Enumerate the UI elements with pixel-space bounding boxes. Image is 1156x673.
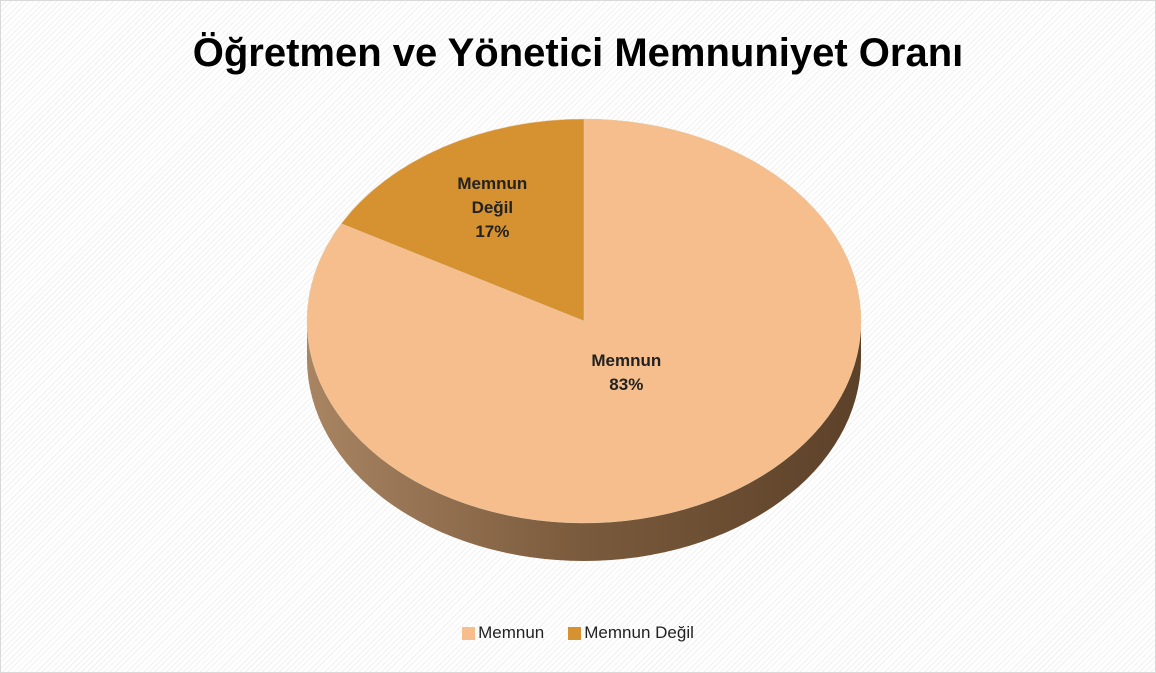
pie-slice — [340, 118, 585, 322]
data-label-category: Memnun — [591, 351, 662, 371]
chart-title: Öğretmen ve Yönetici Memnuniyet Oranı — [192, 31, 964, 75]
data-label-value: 83% — [609, 375, 644, 395]
pie-side — [307, 321, 861, 561]
data-label: Memnun 83% — [571, 349, 681, 397]
legend-label: Memnun — [478, 623, 545, 642]
legend-swatch — [568, 626, 582, 640]
data-label-category: Memnun Değil — [457, 173, 528, 217]
legend-item: Memnun Değil — [568, 623, 694, 643]
legend: Memnun Memnun Değil — [1, 623, 1155, 643]
data-label: Memnun Değil 17% — [437, 172, 547, 244]
legend-label: Memnun Değil — [584, 623, 694, 642]
data-label-value: 17% — [475, 221, 510, 241]
legend-swatch — [462, 626, 476, 640]
legend-item: Memnun — [462, 623, 544, 643]
